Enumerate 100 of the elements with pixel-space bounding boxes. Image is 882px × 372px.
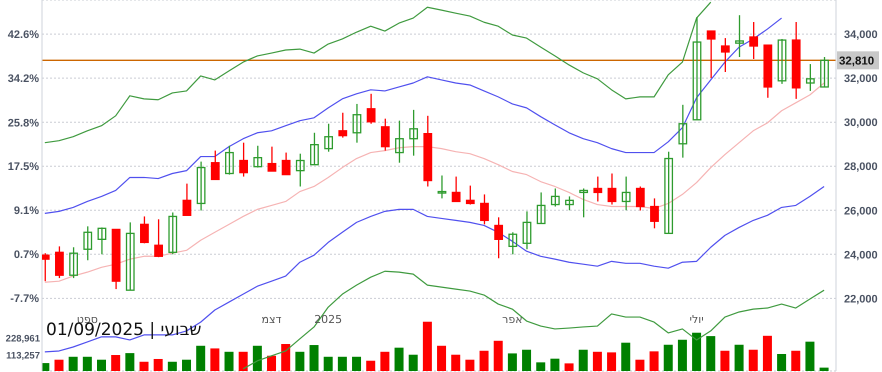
bar [564, 363, 574, 371]
bar [437, 346, 446, 371]
candlestick [550, 188, 560, 208]
candlestick [608, 172, 616, 206]
candlestick [452, 176, 461, 202]
candlestick [98, 226, 106, 255]
line-series [44, 186, 825, 352]
y2-tick-label: -7.7% [10, 293, 40, 306]
candlestick [352, 103, 362, 144]
candlestick [310, 132, 319, 166]
candlestick [296, 153, 305, 188]
candlestick [806, 63, 815, 92]
candlestick [366, 93, 376, 124]
candlestick [239, 142, 248, 178]
x-tick-label: יולי [689, 313, 704, 326]
bar [422, 322, 432, 371]
bar [550, 358, 560, 371]
candlestick [253, 145, 262, 168]
candlestick [83, 226, 92, 261]
candlestick [579, 188, 588, 218]
bar [394, 348, 404, 371]
candlestick [522, 210, 532, 250]
ref-line-label: 32,810 [839, 55, 874, 68]
line-series [44, 2, 712, 144]
y-tick-label: 26,000 [844, 205, 878, 218]
y2-tick-label: 42.6% [8, 29, 40, 42]
bar [196, 346, 206, 371]
candlestick [735, 14, 744, 58]
candlestick [42, 252, 50, 282]
candlestick [225, 145, 234, 176]
bar [494, 340, 503, 371]
y-tick-label: 24,000 [844, 249, 878, 262]
bar [210, 348, 220, 371]
candlestick [508, 232, 518, 255]
bar [706, 336, 716, 371]
candlestick [438, 174, 446, 200]
candlestick [140, 216, 149, 244]
bar [748, 350, 758, 371]
y-tick-label: 34,000 [844, 29, 878, 42]
candlestick [395, 120, 404, 164]
candlestick [168, 212, 178, 255]
candlestick [778, 38, 786, 85]
candlestick [282, 152, 291, 176]
candlestick [69, 246, 78, 279]
bar [777, 354, 786, 371]
bar [82, 356, 92, 371]
candlestick [154, 218, 163, 258]
bar [607, 352, 616, 371]
bar [820, 368, 829, 371]
candlestick [536, 192, 546, 224]
y2-tick-label: 0.7% [14, 248, 40, 261]
bar [522, 350, 532, 371]
candlestick [593, 176, 602, 202]
candlestick [182, 182, 192, 216]
y-tick-label: 28,000 [844, 161, 878, 174]
candlestick [126, 222, 135, 291]
candlestick [678, 104, 688, 158]
bar [352, 356, 362, 371]
candlestick [749, 21, 758, 60]
candlestick [210, 150, 220, 180]
bar [762, 336, 772, 371]
x-tick-label: דצמ [262, 313, 282, 326]
bar [621, 342, 630, 371]
candlestick [636, 186, 645, 212]
bar [408, 354, 418, 371]
bar [480, 350, 489, 371]
line-series [44, 17, 782, 214]
x-tick-label: אפר [502, 313, 523, 326]
bar [140, 362, 149, 371]
bar [168, 362, 177, 371]
bar [791, 350, 800, 371]
candlestick [324, 123, 334, 152]
candlestick [338, 112, 348, 138]
candlestick [268, 146, 276, 172]
bar [54, 360, 64, 371]
line-series [242, 270, 825, 370]
y2-tick-label: 17.5% [8, 160, 40, 173]
candlestick [706, 30, 716, 79]
bar [692, 332, 702, 371]
candlestick [565, 196, 574, 211]
bar [324, 356, 333, 371]
bar [224, 352, 234, 371]
candlestick [380, 118, 390, 152]
bar [97, 360, 106, 371]
candlestick [650, 198, 659, 229]
bar [380, 352, 390, 371]
bar [182, 360, 192, 371]
bar [635, 360, 644, 371]
bar [650, 351, 659, 371]
candlestick [480, 194, 489, 226]
bar [664, 344, 673, 371]
bar [154, 358, 163, 371]
y2-tick-label: 9.1% [14, 204, 40, 217]
y-tick-label: 22,000 [844, 293, 878, 306]
bar [310, 345, 319, 371]
candlestick [664, 151, 674, 234]
bar [536, 362, 546, 371]
bar [734, 344, 744, 371]
bar [366, 360, 376, 371]
candlestick [196, 160, 206, 212]
